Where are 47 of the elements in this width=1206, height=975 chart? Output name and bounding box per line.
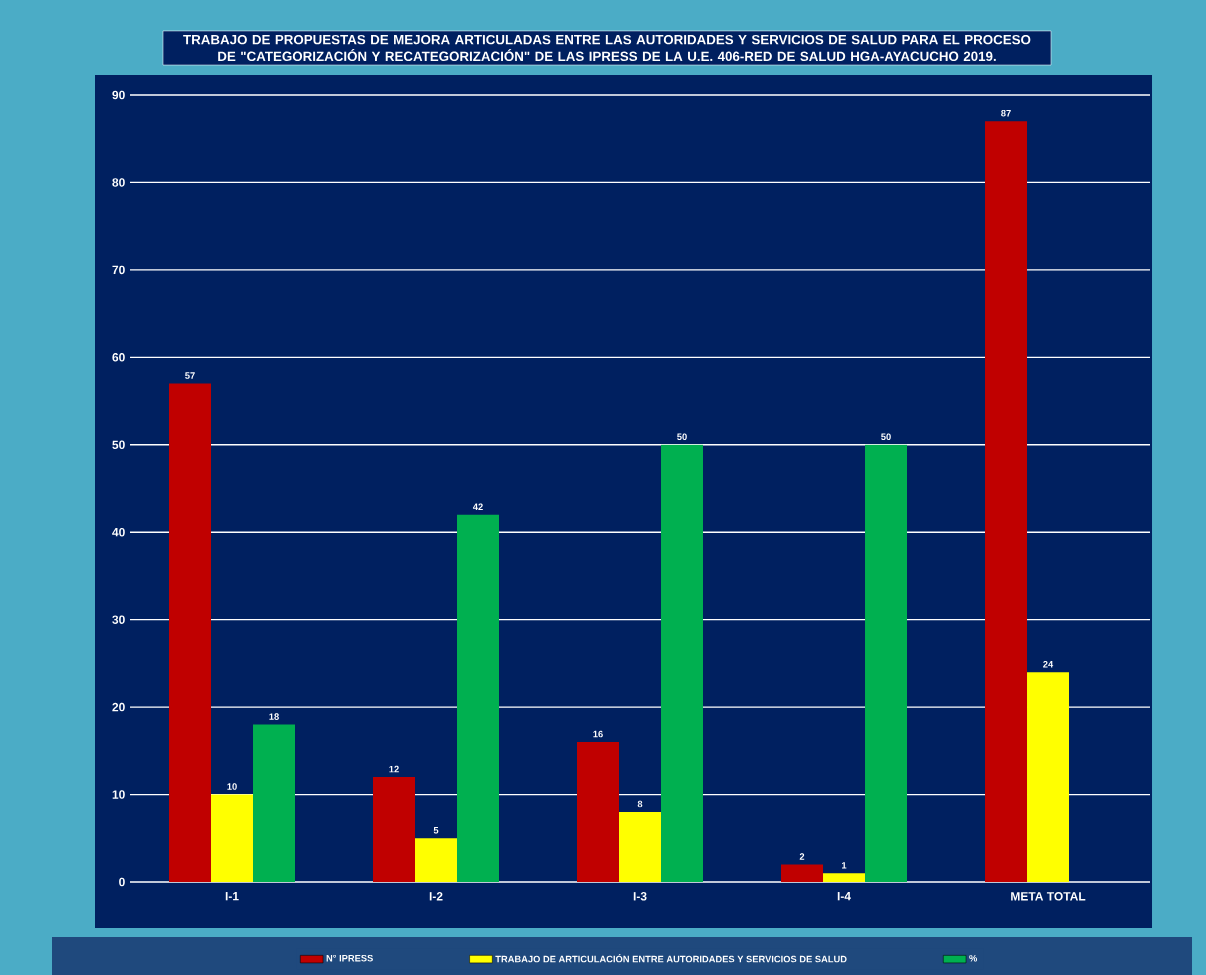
bar [457, 514, 500, 882]
x-tick-label: I-4 [837, 892, 851, 901]
x-tick-label: I-1 [225, 892, 239, 901]
data-label: 10 [227, 783, 237, 790]
y-tick-label: 90 [112, 90, 125, 100]
data-label: 50 [677, 433, 687, 441]
legend-label: % [969, 954, 978, 962]
bar [661, 444, 704, 882]
data-label: 2 [799, 853, 805, 860]
bar [1027, 672, 1070, 882]
y-tick-label: 50 [112, 440, 125, 450]
data-label: 16 [593, 730, 603, 738]
data-label: 1 [842, 862, 847, 869]
data-label: 24 [1043, 660, 1054, 668]
data-label: 50 [881, 433, 891, 441]
bar [373, 777, 415, 882]
bar [781, 864, 824, 882]
data-label: 42 [472, 503, 483, 511]
y-tick-label: 20 [112, 702, 125, 712]
x-tick-label: I-2 [429, 892, 443, 901]
y-tick-label: 80 [112, 178, 125, 187]
bar [865, 444, 908, 882]
bar [211, 794, 253, 882]
y-tick-label: 10 [112, 790, 125, 799]
bar [823, 873, 866, 882]
data-label: 12 [389, 765, 399, 773]
bar [619, 812, 662, 882]
bar [985, 121, 1028, 882]
bar [415, 838, 458, 882]
bar [253, 724, 295, 882]
data-label: 18 [269, 713, 279, 720]
y-tick-label: 0 [119, 877, 125, 887]
bar [169, 383, 211, 882]
legend-label: N° IPRESS [326, 954, 373, 962]
chart-title: TRABAJO DE PROPUESTAS DE MEJORA ARTICULADAS ENTRE LAS AUTORIDADES Y SERVICIOS DE SALUD PARA EL PROCESO DE "CATEGORIZACIÓN Y RECATEGORIZACIÓN" DE LAS IPRESS DE LA U.E. 406-RED DE SALUD HGA-AYACUCHO 2019. [183, 34, 1031, 62]
data-label: 87 [1001, 109, 1011, 117]
data-label: 8 [637, 800, 643, 808]
legend-label: TRABAJO DE ARTICULACIÓN ENTRE AUTORIDADES Y SERVICIOS DE SALUD [495, 954, 847, 963]
x-tick-label: META TOTAL [1011, 892, 1086, 901]
x-tick-label: I-3 [633, 892, 647, 901]
y-tick-label: 40 [112, 527, 125, 537]
bar [577, 742, 620, 882]
data-label: 57 [185, 372, 195, 379]
y-tick-label: 30 [112, 615, 125, 624]
y-tick-label: 70 [112, 265, 125, 275]
data-label: 5 [433, 827, 439, 834]
y-tick-label: 60 [112, 353, 125, 362]
